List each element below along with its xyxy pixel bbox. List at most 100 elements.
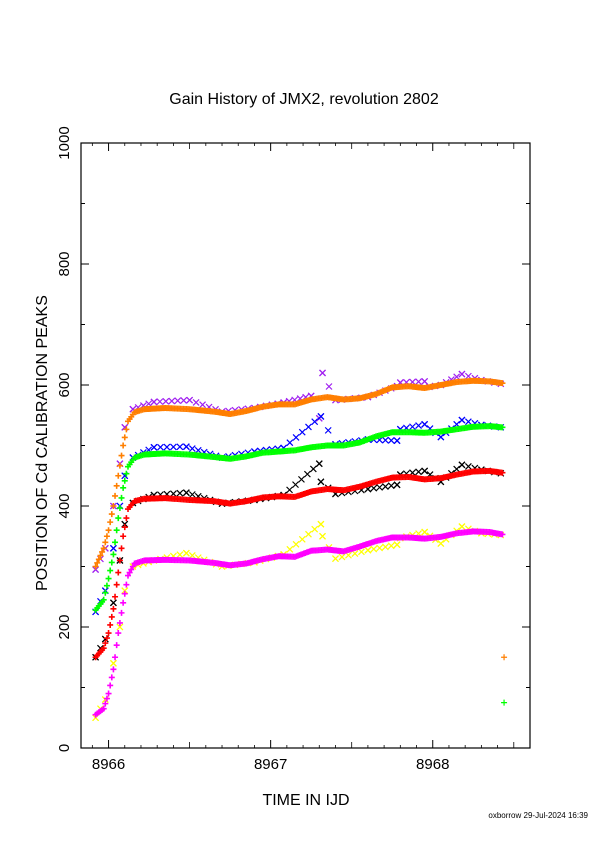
data-point <box>458 523 466 530</box>
data-point <box>286 439 294 447</box>
data-point <box>421 528 429 536</box>
data-point <box>121 524 128 531</box>
chart-title: Gain History of JMX2, revolution 2802 <box>169 91 439 108</box>
data-point <box>112 593 119 600</box>
data-point <box>115 630 122 637</box>
data-point <box>303 470 311 478</box>
series-3 <box>92 423 508 706</box>
data-point <box>332 555 339 563</box>
data-point <box>116 619 123 626</box>
data-point <box>292 434 300 441</box>
data-point <box>105 630 112 637</box>
x-axis: 8966 8967 8968 <box>92 143 515 773</box>
data-point <box>292 540 300 548</box>
data-point <box>92 563 99 570</box>
data-point <box>311 418 319 426</box>
series-2 <box>92 413 505 616</box>
data-point <box>121 590 128 597</box>
data-point <box>415 378 422 386</box>
data-point <box>298 475 305 483</box>
data-point <box>501 699 508 706</box>
data-point <box>437 540 445 547</box>
data-point <box>100 545 107 552</box>
data-point <box>112 654 119 661</box>
data-point <box>120 442 127 449</box>
data-point <box>126 569 133 576</box>
data-point <box>107 519 114 526</box>
data-point <box>110 503 117 509</box>
data-point <box>188 551 196 559</box>
data-point <box>458 416 466 424</box>
data-point <box>317 478 325 486</box>
y-tick-label: 200 <box>56 614 73 639</box>
data-point <box>174 397 182 405</box>
data-point <box>464 463 472 470</box>
series-5 <box>92 467 506 661</box>
data-point <box>387 482 395 490</box>
data-point <box>102 640 109 647</box>
data-point <box>292 481 299 489</box>
data-point <box>421 377 429 385</box>
data-point <box>113 527 120 534</box>
data-point <box>121 520 129 528</box>
series-1 <box>92 377 508 661</box>
data-point <box>115 472 122 479</box>
data-point <box>317 413 325 420</box>
data-point <box>107 682 114 689</box>
data-point <box>298 428 306 436</box>
data-point <box>305 423 312 431</box>
data-point <box>188 491 196 498</box>
data-point <box>118 494 125 501</box>
data-point <box>120 484 127 491</box>
data-point <box>128 566 135 573</box>
series-6 <box>92 520 505 722</box>
data-point <box>393 481 401 489</box>
data-point <box>110 551 117 558</box>
data-point <box>145 400 153 408</box>
data-point <box>95 556 102 563</box>
y-tick-label: 1000 <box>56 126 73 159</box>
data-point <box>309 465 317 473</box>
data-point <box>108 559 115 566</box>
data-point <box>415 468 422 476</box>
data-point <box>169 443 177 451</box>
data-point <box>100 705 107 712</box>
data-point <box>113 482 120 489</box>
data-point <box>100 645 107 652</box>
data-point <box>319 369 326 377</box>
data-point <box>176 489 184 497</box>
data-point <box>113 581 120 588</box>
data-point <box>176 443 184 451</box>
data-point <box>317 520 325 528</box>
data-point <box>182 489 190 497</box>
data-point <box>118 452 125 459</box>
data-point <box>499 469 506 476</box>
data-point <box>176 551 184 559</box>
y-tick-label: 800 <box>56 251 73 276</box>
data-point <box>338 553 346 561</box>
y-axis-label: POSITION OF Cd CALIBRATION PEAKS <box>34 295 51 591</box>
data-point <box>97 552 104 559</box>
data-point <box>103 695 110 702</box>
data-point <box>108 511 115 518</box>
data-point <box>102 539 109 546</box>
data-point <box>109 544 117 552</box>
data-point <box>182 443 190 451</box>
data-point <box>393 541 401 549</box>
data-point <box>324 426 332 434</box>
data-point <box>180 397 188 404</box>
data-point <box>115 515 122 522</box>
data-point <box>387 542 395 550</box>
data-point <box>107 567 114 574</box>
data-point <box>105 527 112 534</box>
data-point <box>464 418 472 426</box>
x-tick-label: 8968 <box>416 756 449 773</box>
data-point <box>381 543 389 551</box>
data-point <box>121 587 129 595</box>
data-point <box>199 401 206 409</box>
data-point <box>125 572 132 579</box>
data-point <box>110 666 117 673</box>
data-point <box>458 370 466 378</box>
data-point <box>387 436 395 444</box>
